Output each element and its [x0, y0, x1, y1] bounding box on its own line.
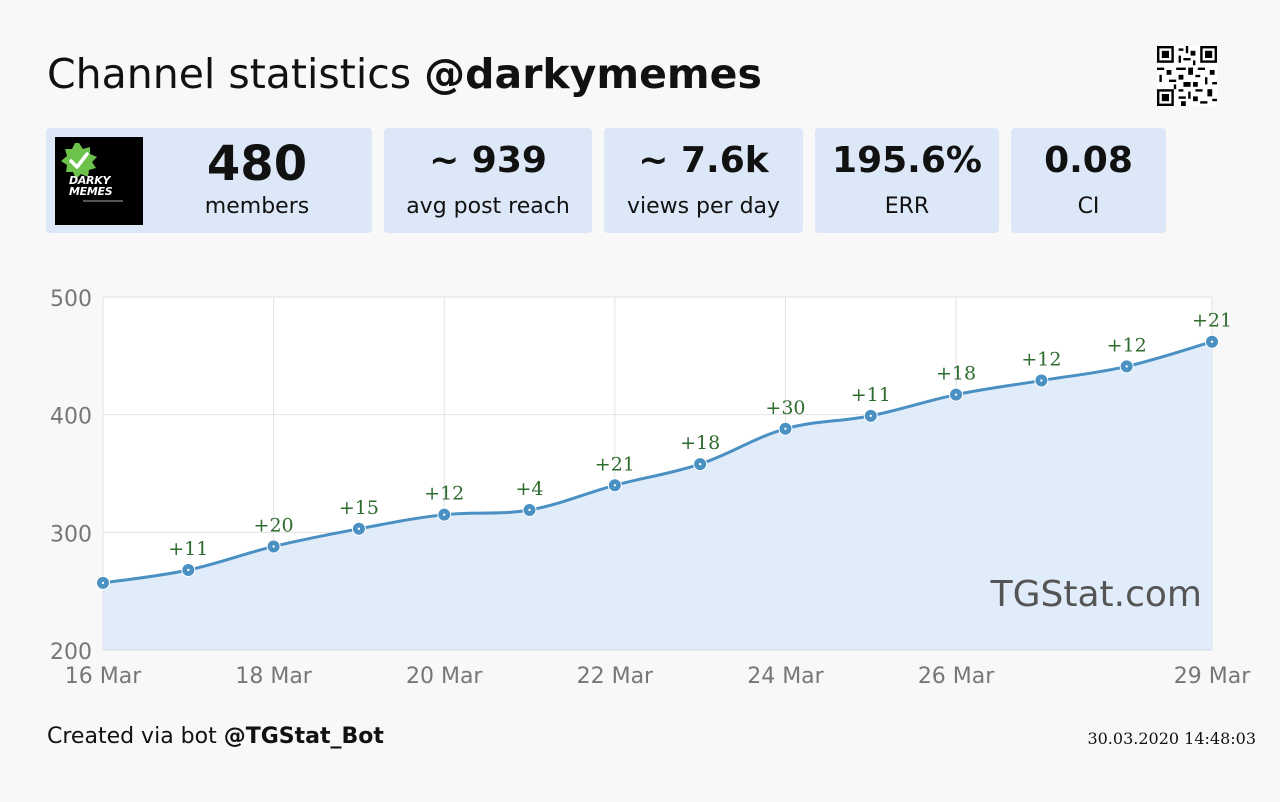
page-title: Channel statistics @darkymemes: [47, 50, 762, 98]
data-label: +18: [936, 363, 976, 385]
logo-underline: [83, 200, 123, 202]
data-label: +18: [680, 432, 720, 454]
data-label: +15: [339, 497, 379, 519]
bot-handle: @TGStat_Bot: [223, 724, 384, 749]
data-point-center: [1210, 340, 1214, 343]
y-tick-label: 200: [50, 640, 92, 665]
data-point-center: [698, 462, 702, 466]
reach-value: ~ 939: [429, 140, 547, 181]
data-point-center: [784, 427, 787, 430]
y-tick-label: 500: [50, 287, 92, 312]
data-label: +4: [516, 478, 544, 500]
y-tick-label: 300: [50, 522, 92, 547]
x-tick-label: 26 Mar: [918, 664, 995, 689]
data-point-center: [443, 513, 446, 516]
err-value: 195.6%: [832, 140, 982, 181]
data-label: +11: [851, 384, 891, 406]
x-tick-label: 24 Mar: [747, 664, 824, 689]
x-tick-label: 22 Mar: [577, 664, 654, 689]
data-point-center: [613, 484, 617, 487]
data-point-center: [357, 527, 361, 531]
stat-card-reach: ~ 939 avg post reach: [384, 128, 592, 233]
data-label: +12: [1021, 349, 1061, 371]
stat-card-err: 195.6% ERR: [815, 128, 999, 233]
data-label: +21: [1192, 310, 1232, 332]
data-label: +21: [595, 453, 635, 475]
footer-credit: Created via bot @TGStat_Bot: [47, 724, 384, 749]
members-label: members: [204, 194, 310, 219]
views-label: views per day: [626, 194, 781, 219]
data-point-center: [1125, 365, 1128, 368]
footer-prefix: Created via bot: [47, 724, 217, 749]
verified-badge-icon: [61, 143, 97, 179]
channel-handle: @darkymemes: [424, 50, 762, 98]
series-line: [102, 340, 1213, 585]
stat-card-views: ~ 7.6k views per day: [604, 128, 803, 233]
views-value: ~ 7.6k: [638, 140, 769, 181]
data-label: +30: [765, 397, 805, 419]
err-label: ERR: [884, 194, 930, 219]
channel-avatar: DARKY MEMES: [55, 137, 143, 225]
stat-card-members: DARKY MEMES 480 members: [46, 128, 372, 233]
data-point-center: [187, 568, 190, 572]
x-tick-label: 16 Mar: [65, 664, 142, 689]
members-value: 480: [206, 136, 308, 192]
footer-timestamp: 30.03.2020 14:48:03: [1087, 729, 1256, 748]
data-label: +12: [424, 483, 464, 505]
ci-label: CI: [1077, 194, 1100, 219]
y-tick-label: 400: [50, 405, 92, 430]
data-point-center: [528, 508, 531, 512]
data-point-center: [869, 414, 872, 418]
data-label: +20: [254, 514, 294, 536]
title-prefix: Channel statistics: [47, 50, 412, 98]
x-tick-label: 29 Mar: [1174, 664, 1251, 689]
data-point-center: [1040, 379, 1043, 382]
x-tick-label: 20 Mar: [406, 664, 483, 689]
subscribers-chart: 200 300 400 500 16 Mar 18 Mar 20 Mar 22 Mar 24 M…: [50, 287, 1251, 689]
watermark: TGStat.com: [990, 574, 1202, 615]
data-label: +11: [168, 538, 208, 560]
area-fill: [103, 341, 1212, 650]
data-point-center: [101, 581, 105, 585]
qr-code-icon: [1157, 46, 1217, 106]
x-tick-label: 18 Mar: [235, 664, 312, 689]
data-label: +12: [1107, 334, 1147, 356]
data-point-center: [954, 393, 958, 396]
logo-text: DARKY MEMES: [69, 174, 113, 198]
data-point-center: [272, 545, 275, 548]
reach-label: avg post reach: [406, 194, 570, 219]
ci-value: 0.08: [1044, 140, 1133, 181]
stat-card-ci: 0.08 CI: [1011, 128, 1166, 233]
